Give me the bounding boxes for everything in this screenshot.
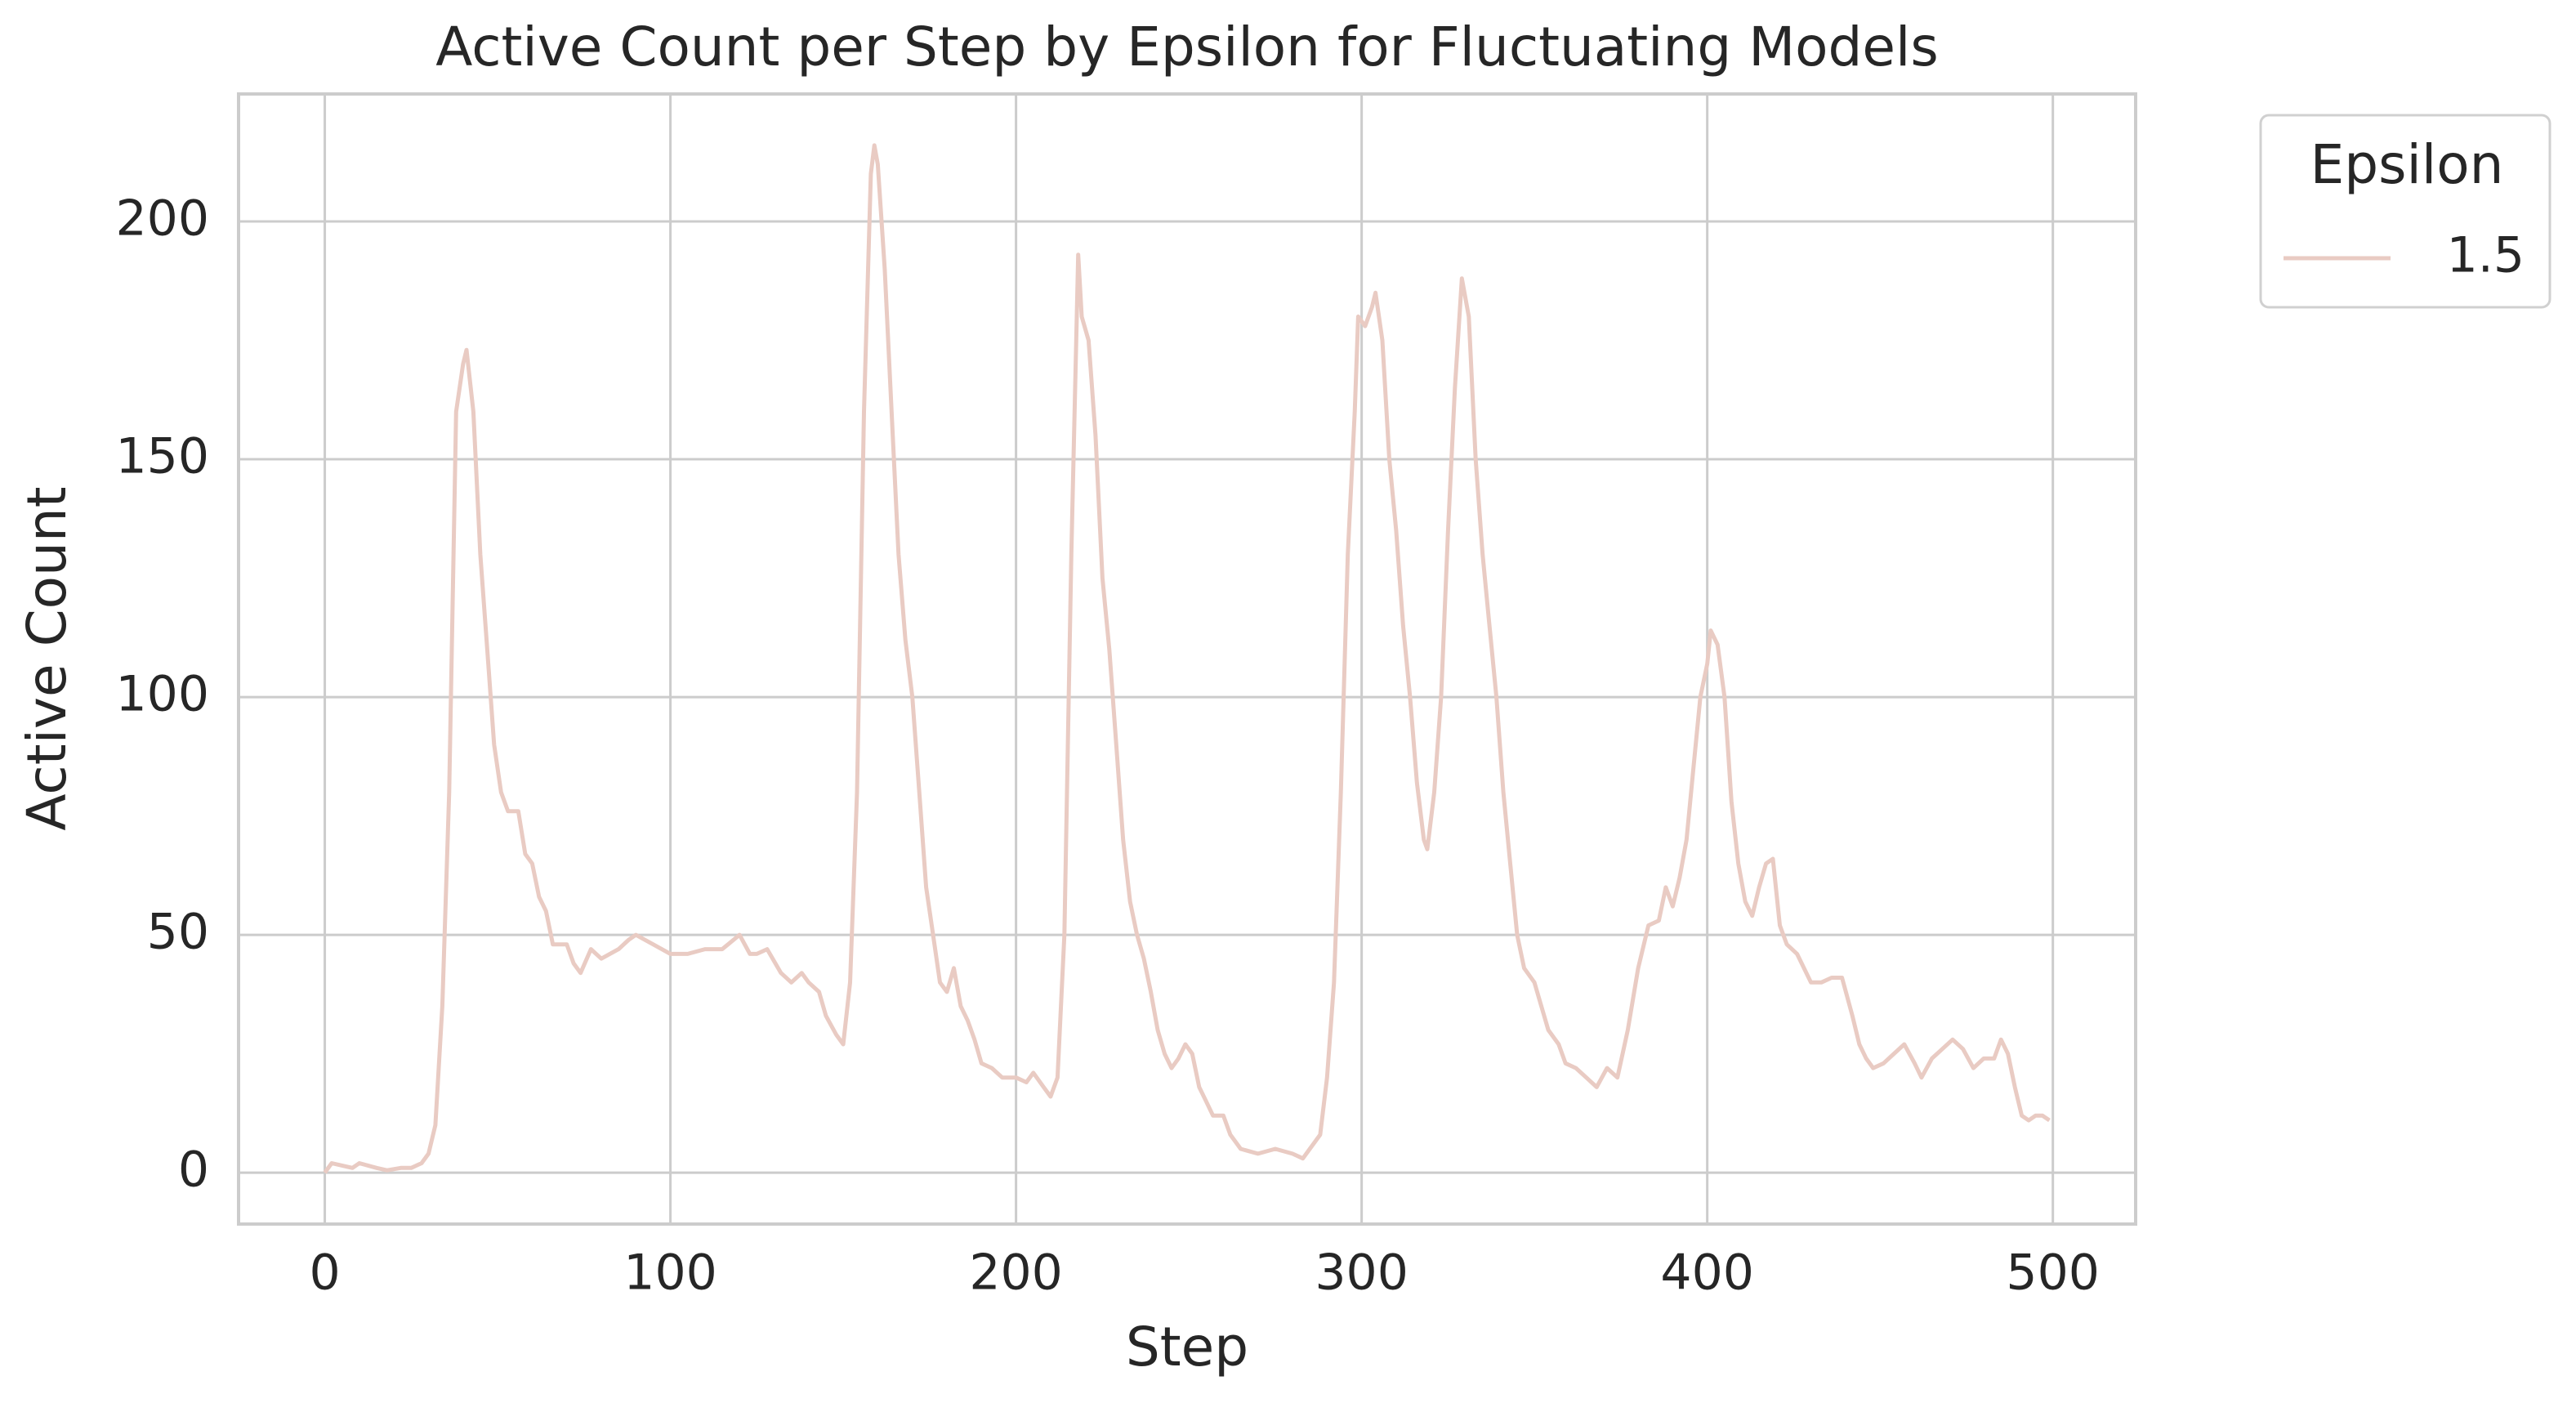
x-tick-label: 400 — [1660, 1244, 1754, 1302]
plot-frame — [237, 92, 2137, 1226]
y-tick-label: 150 — [115, 428, 209, 485]
y-tick-label: 200 — [115, 190, 209, 248]
x-tick-label: 100 — [623, 1244, 717, 1302]
y-axis-label: Active Count — [16, 486, 78, 830]
y-tick-label: 50 — [147, 904, 209, 961]
x-tick-label: 500 — [2006, 1244, 2100, 1302]
x-axis-label: Step — [1126, 1316, 1248, 1378]
legend-title: Epsilon — [2310, 133, 2504, 196]
y-tick-label: 100 — [115, 666, 209, 723]
data-line — [323, 143, 2051, 1174]
y-tick-label: 0 — [178, 1142, 209, 1199]
x-tick-label: 300 — [1315, 1244, 1409, 1302]
chart-title: Active Count per Step by Epsilon for Flu… — [435, 16, 1939, 78]
x-tick-label: 0 — [309, 1244, 340, 1302]
legend-label: 1.5 — [2447, 227, 2525, 284]
x-tick-label: 200 — [969, 1244, 1063, 1302]
